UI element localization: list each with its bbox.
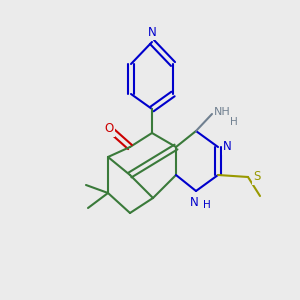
Text: H: H <box>203 200 211 210</box>
Text: N: N <box>148 26 156 39</box>
Text: N: N <box>223 140 232 154</box>
Text: O: O <box>104 122 114 136</box>
Text: N: N <box>190 196 198 209</box>
Text: S: S <box>253 170 260 184</box>
Text: H: H <box>230 117 238 127</box>
Text: NH: NH <box>214 107 231 117</box>
